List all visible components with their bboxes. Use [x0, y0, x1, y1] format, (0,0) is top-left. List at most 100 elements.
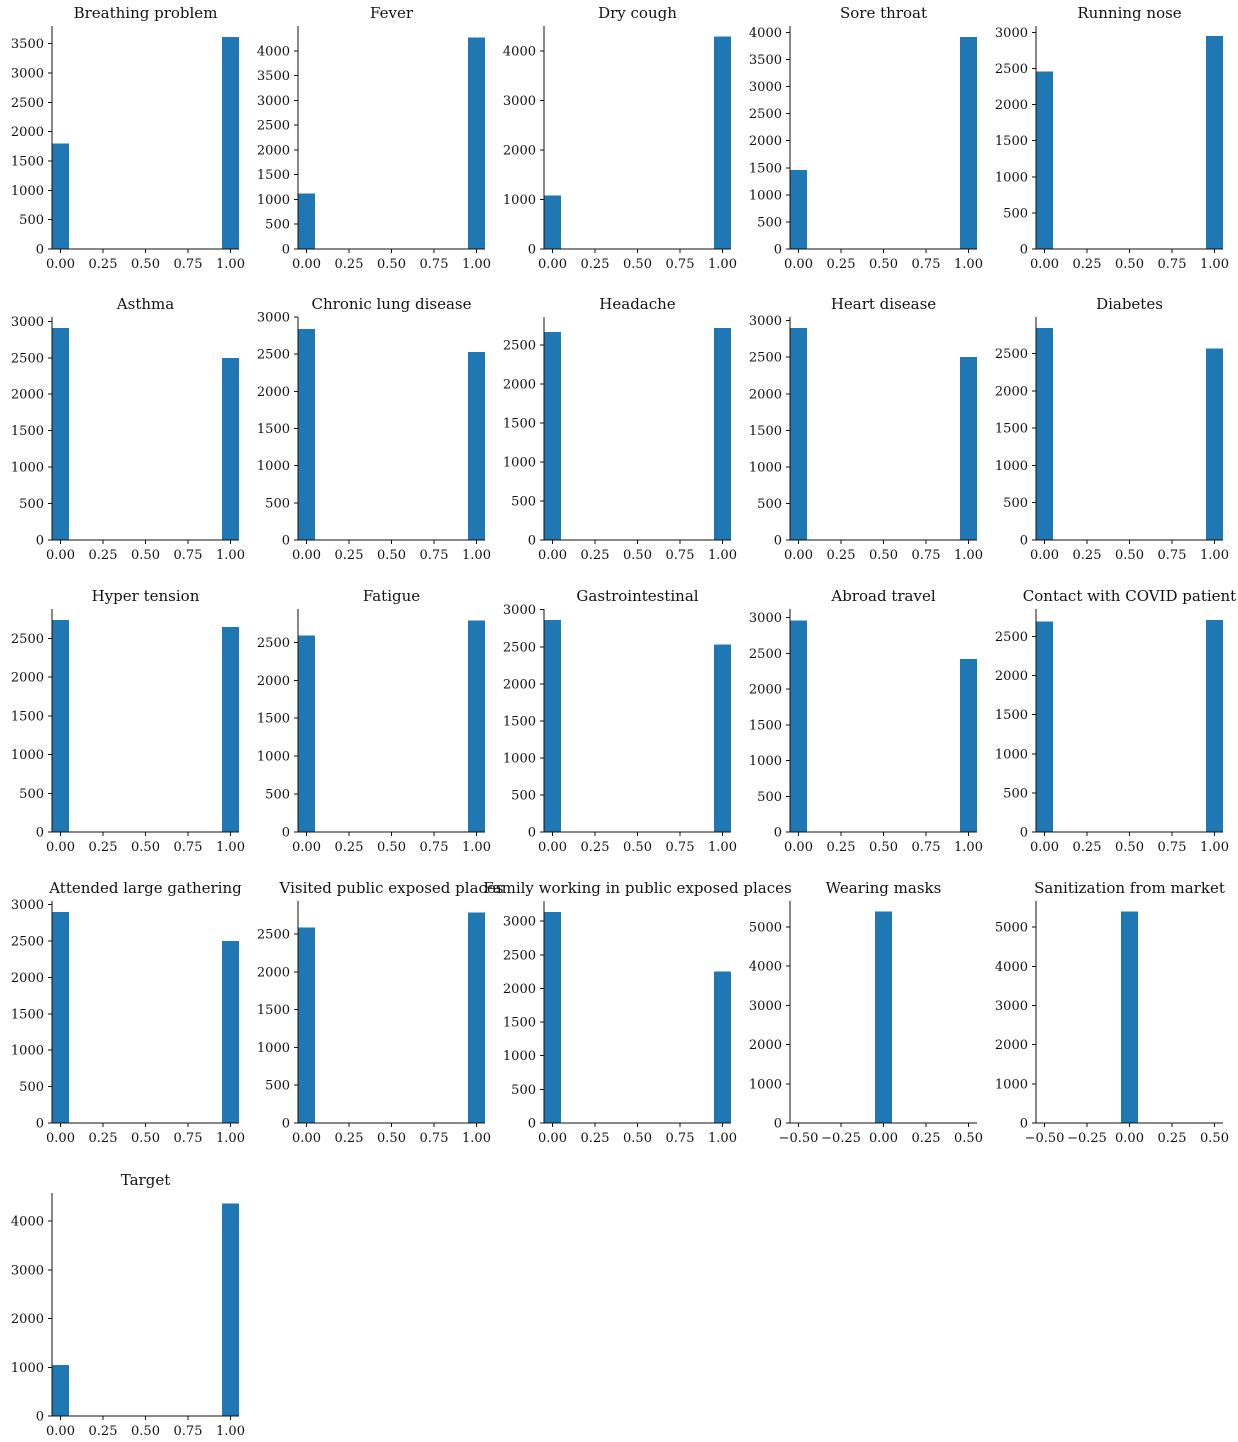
x-tick-label: 0.50 [131, 548, 160, 563]
y-tick-label: 1500 [749, 718, 782, 733]
histogram-bar [222, 357, 239, 540]
y-tick-label: 2500 [995, 62, 1028, 77]
panel-title: Heart disease [831, 295, 936, 313]
histogram-bar [875, 911, 892, 1123]
y-tick-label: 1500 [995, 708, 1028, 723]
y-tick-label: 4000 [257, 44, 290, 59]
y-tick-label: 5000 [995, 921, 1028, 936]
y-tick-label: 1500 [11, 154, 44, 169]
panel-title: Visited public exposed places [279, 879, 504, 897]
histogram-bar [468, 37, 485, 249]
x-tick-label: 0.25 [335, 1131, 364, 1146]
histogram-bar [222, 1203, 239, 1416]
x-tick-label: 0.25 [335, 548, 364, 563]
y-tick-label: 1500 [11, 424, 44, 439]
x-tick-label: 0.25 [827, 840, 856, 855]
y-tick-label: 0 [1020, 1117, 1028, 1132]
x-tick-label: 1.00 [1200, 840, 1229, 855]
histogram-bar [960, 659, 977, 832]
x-tick-label: 1.00 [462, 548, 491, 563]
panel: Breathing problem 0 500 1000 1500 2000 2500 300… [11, 4, 245, 272]
x-tick-label: 0.50 [377, 840, 406, 855]
histogram-bar [714, 971, 731, 1123]
x-tick-label: 0.75 [174, 1131, 203, 1146]
x-tick-label: 0.75 [174, 548, 203, 563]
y-tick-label: 1500 [749, 161, 782, 176]
x-tick-label: 1.00 [216, 1424, 245, 1439]
panel-title: Diabetes [1096, 295, 1163, 313]
histogram-bar [714, 644, 731, 832]
y-tick-label: 1000 [749, 188, 782, 203]
histogram-bar [790, 327, 807, 540]
y-tick-label: 2000 [257, 674, 290, 689]
y-tick-label: 0 [528, 826, 536, 841]
x-tick-label: 0.75 [420, 1131, 449, 1146]
x-tick-label: 1.00 [1200, 257, 1229, 272]
y-tick-label: 2000 [749, 683, 782, 698]
y-tick-label: 3000 [11, 1263, 44, 1278]
panel: Visited public exposed places 0 500 1000 150… [257, 879, 504, 1146]
x-tick-label: 0.00 [869, 1131, 898, 1146]
panel-title: Chronic lung disease [312, 295, 472, 313]
y-tick-label: 3000 [749, 80, 782, 95]
panel-title: Fatigue [363, 587, 420, 605]
x-tick-label: 0.75 [1158, 257, 1187, 272]
y-tick-label: 1000 [11, 1361, 44, 1376]
y-tick-label: 500 [511, 788, 536, 803]
y-tick-label: 2500 [11, 632, 44, 647]
histogram-bar [468, 351, 485, 540]
x-tick-label: 1.00 [708, 548, 737, 563]
y-tick-label: 2500 [11, 351, 44, 366]
y-tick-label: 2500 [11, 935, 44, 950]
panel-title: Headache [599, 295, 676, 313]
y-tick-label: 0 [528, 534, 536, 549]
x-tick-label: 0.75 [666, 257, 695, 272]
y-tick-label: 4000 [749, 26, 782, 41]
x-tick-label: 1.00 [216, 257, 245, 272]
x-tick-label: 0.75 [174, 840, 203, 855]
panel: Sanitization from market 0 1000 2000 3000 400… [995, 879, 1229, 1146]
x-tick-label: 0.00 [1030, 257, 1059, 272]
x-tick-label: 0.75 [420, 840, 449, 855]
y-tick-label: 3000 [503, 915, 536, 930]
x-tick-label: 0.25 [827, 548, 856, 563]
x-tick-label: 0.75 [1158, 548, 1187, 563]
y-tick-label: 1000 [503, 456, 536, 471]
y-tick-label: 2000 [995, 98, 1028, 113]
x-tick-label: 1.00 [462, 840, 491, 855]
y-tick-label: 3000 [995, 999, 1028, 1014]
y-tick-label: 3000 [11, 315, 44, 330]
y-tick-label: 500 [1003, 496, 1028, 511]
histogram-bar [544, 195, 561, 249]
y-tick-label: 2000 [11, 125, 44, 140]
x-tick-label: 0.00 [46, 1131, 75, 1146]
histogram-bar [222, 941, 239, 1123]
x-tick-label: 0.25 [89, 1131, 118, 1146]
x-tick-label: 0.00 [46, 840, 75, 855]
y-tick-label: 500 [265, 496, 290, 511]
x-tick-label: 0.00 [46, 1424, 75, 1439]
y-tick-label: 0 [1020, 534, 1028, 549]
y-tick-label: 2000 [503, 677, 536, 692]
y-tick-label: 3000 [257, 94, 290, 109]
x-tick-label: 0.50 [1200, 1131, 1229, 1146]
panel: Hyper tension 0 500 1000 1500 2000 2500 0.00 0.2… [11, 587, 245, 855]
y-tick-label: 1000 [257, 193, 290, 208]
y-tick-label: 2000 [11, 971, 44, 986]
x-tick-label: 0.25 [1073, 257, 1102, 272]
x-tick-label: 0.25 [581, 548, 610, 563]
y-tick-label: 500 [19, 1080, 44, 1095]
x-tick-label: 1.00 [216, 548, 245, 563]
x-tick-label: 0.75 [912, 840, 941, 855]
histogram-bar [52, 143, 69, 249]
y-tick-label: 2500 [257, 636, 290, 651]
x-tick-label: 0.50 [623, 840, 652, 855]
x-tick-label: 1.00 [708, 257, 737, 272]
y-tick-label: 2000 [11, 671, 44, 686]
x-tick-label: 1.00 [462, 257, 491, 272]
y-tick-label: 2500 [749, 647, 782, 662]
x-tick-label: 0.00 [292, 548, 321, 563]
y-tick-label: 2000 [749, 1038, 782, 1053]
y-tick-label: 4000 [11, 1215, 44, 1230]
y-tick-label: 2000 [749, 387, 782, 402]
